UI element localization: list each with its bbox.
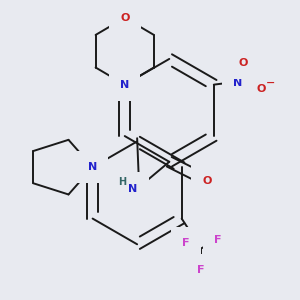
Text: F: F [197,265,205,275]
Text: +: + [241,71,249,81]
Text: −: − [266,77,275,88]
Text: F: F [182,238,190,248]
Text: O: O [256,84,266,94]
Text: F: F [214,235,222,245]
Text: O: O [202,176,212,186]
Text: O: O [238,58,248,68]
Text: N: N [88,162,97,172]
Text: H: H [118,177,126,187]
Text: N: N [120,80,129,90]
Text: O: O [120,13,129,23]
Text: N: N [128,184,137,194]
Text: N: N [233,77,242,88]
